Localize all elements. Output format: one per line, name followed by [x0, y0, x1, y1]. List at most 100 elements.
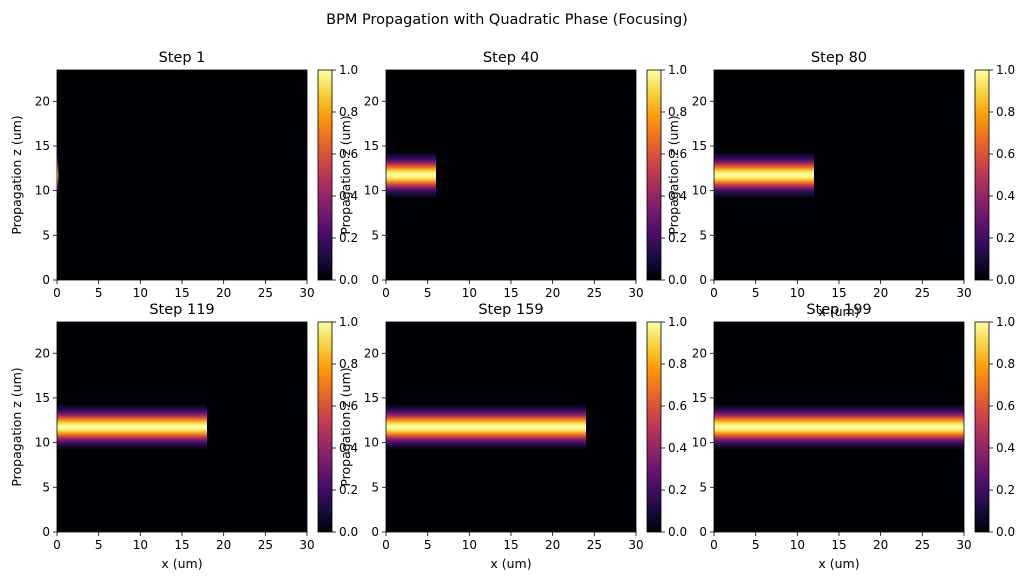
x-tick-label: 30 [628, 286, 643, 300]
x-tick-label: 30 [299, 286, 314, 300]
colorbar [646, 321, 662, 533]
colorbar-tick-label: 0.8 [996, 105, 1015, 119]
subplot-title: Step 1 [159, 50, 206, 66]
colorbar-tick-label: 0.2 [996, 483, 1015, 497]
x-tick-label: 20 [216, 286, 231, 300]
subplot-title: Step 80 [811, 50, 867, 66]
heatmap-background [57, 70, 307, 280]
y-tick-label: 5 [699, 228, 707, 242]
x-tick-label: 5 [424, 286, 432, 300]
y-tick-label: 0 [699, 525, 707, 539]
x-tick-label: 25 [915, 538, 930, 552]
y-axis-label: Propagation z (um) [666, 115, 681, 234]
x-tick-label: 10 [462, 286, 477, 300]
y-tick-label: 5 [42, 480, 50, 494]
x-tick-label: 30 [956, 286, 971, 300]
subplot-3: Step 80 0 5 10 15 20 25 30 0 5 10 15 20 x (um) Propaga… [666, 50, 1015, 319]
subplot-2: Step 40 0 5 10 15 20 25 30 0 5 10 15 20 Propagation z… [338, 50, 687, 300]
beam-intensity-band [57, 152, 59, 198]
colorbar-tick-label: 0.4 [339, 189, 358, 203]
colorbar-tick-label: 0.0 [339, 273, 358, 287]
colorbar-tick-label: 1.0 [668, 63, 687, 77]
y-tick-label: 5 [371, 228, 379, 242]
subplot-1: Step 1 0 5 10 15 20 25 30 0 5 10 15 20 Propagation z … [9, 50, 358, 300]
colorbar-tick-label: 1.0 [668, 315, 687, 329]
x-tick-label: 30 [628, 538, 643, 552]
y-axis-label: Propagation z (um) [338, 115, 353, 234]
x-axis-label: x (um) [161, 556, 202, 571]
y-tick-label: 15 [692, 139, 707, 153]
x-tick-label: 10 [790, 286, 805, 300]
x-tick-label: 5 [95, 538, 103, 552]
x-tick-label: 25 [587, 538, 602, 552]
colorbar-tick-label: 1.0 [339, 315, 358, 329]
x-tick-label: 20 [873, 286, 888, 300]
x-tick-label: 25 [915, 286, 930, 300]
x-tick-label: 30 [956, 538, 971, 552]
y-tick-label: 10 [35, 436, 50, 450]
beam-intensity-band [57, 404, 207, 450]
colorbar-tick-label: 0.8 [996, 357, 1015, 371]
subplot-4: Step 119 0 5 10 15 20 25 30 0 5 10 15 20 x (um) Propag… [9, 302, 358, 571]
colorbar-tick-label: 0.8 [668, 105, 687, 119]
x-tick-label: 10 [462, 538, 477, 552]
y-tick-label: 5 [371, 480, 379, 494]
colorbar [646, 69, 662, 281]
x-tick-label: 5 [752, 538, 760, 552]
y-tick-label: 0 [371, 273, 379, 287]
x-tick-label: 0 [710, 286, 718, 300]
colorbar [317, 69, 333, 281]
subplot-title: Step 199 [806, 302, 871, 318]
y-tick-label: 20 [35, 346, 50, 360]
x-tick-label: 5 [95, 286, 103, 300]
x-tick-label: 20 [873, 538, 888, 552]
x-axis-label: x (um) [818, 556, 859, 571]
x-tick-label: 25 [587, 286, 602, 300]
x-tick-label: 5 [424, 538, 432, 552]
x-tick-label: 0 [382, 538, 390, 552]
colorbar-tick-label: 0.6 [339, 147, 358, 161]
y-tick-label: 5 [699, 480, 707, 494]
colorbar-tick-label: 0.0 [996, 525, 1015, 539]
y-tick-label: 0 [42, 525, 50, 539]
x-tick-label: 25 [258, 286, 273, 300]
colorbar-tick-label: 0.4 [996, 189, 1015, 203]
y-axis-label: Propagation z (um) [9, 115, 24, 234]
y-tick-label: 10 [692, 436, 707, 450]
colorbar-tick-label: 0.6 [339, 399, 358, 413]
y-tick-label: 15 [364, 391, 379, 405]
x-tick-label: 30 [299, 538, 314, 552]
colorbar-tick-label: 0.6 [668, 147, 687, 161]
colorbar-tick-label: 0.6 [668, 399, 687, 413]
x-tick-label: 5 [752, 286, 760, 300]
subplot-5: Step 159 0 5 10 15 20 25 30 0 5 10 15 20 x (um) Propag… [338, 302, 687, 571]
colorbar-tick-label: 0.4 [668, 189, 687, 203]
y-axis-label: Propagation z (um) [338, 367, 353, 486]
colorbar-tick-label: 0.2 [339, 483, 358, 497]
subplot-6: Step 199 0 5 10 15 20 25 30 0 5 10 15 20 x (um) 0.0 0.2… [692, 302, 1015, 571]
x-tick-label: 0 [382, 286, 390, 300]
x-tick-label: 15 [503, 286, 518, 300]
colorbar-tick-label: 0.6 [996, 399, 1015, 413]
colorbar [974, 321, 990, 533]
x-tick-label: 15 [174, 538, 189, 552]
subplot-title: Step 40 [483, 50, 539, 66]
x-tick-label: 15 [831, 286, 846, 300]
colorbar [317, 321, 333, 533]
y-tick-label: 10 [692, 184, 707, 198]
y-tick-label: 15 [35, 391, 50, 405]
colorbar-tick-label: 0.8 [668, 357, 687, 371]
colorbar-tick-label: 1.0 [996, 63, 1015, 77]
y-tick-label: 0 [371, 525, 379, 539]
colorbar-tick-label: 0.0 [668, 525, 687, 539]
x-tick-label: 0 [53, 538, 61, 552]
x-tick-label: 15 [831, 538, 846, 552]
y-tick-label: 5 [42, 228, 50, 242]
x-tick-label: 15 [174, 286, 189, 300]
y-tick-label: 15 [692, 391, 707, 405]
y-tick-label: 15 [35, 139, 50, 153]
colorbar-tick-label: 1.0 [339, 63, 358, 77]
x-axis-label: x (um) [490, 556, 531, 571]
y-tick-label: 20 [692, 94, 707, 108]
x-tick-label: 20 [216, 538, 231, 552]
